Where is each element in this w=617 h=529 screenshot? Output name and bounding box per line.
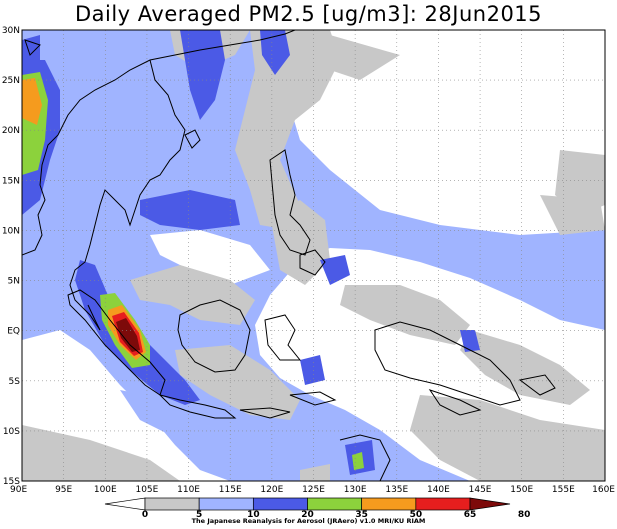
lon-label: 135E: [385, 485, 408, 495]
latitude-labels: 30N 25N 20N 15N 10N 5N EQ 5S 10S 15S: [2, 26, 20, 487]
lon-label: 140E: [427, 485, 450, 495]
lon-label: 105E: [135, 485, 158, 495]
lat-label: 15S: [3, 477, 20, 487]
colorbar-high-arrow: [469, 497, 511, 511]
lon-label: 100E: [94, 485, 117, 495]
lat-label: 30N: [2, 26, 20, 36]
lat-label: 5N: [8, 277, 20, 287]
colorbar-swatch: [361, 497, 417, 511]
band-5-10: [22, 30, 605, 481]
lat-label: 5S: [9, 377, 21, 387]
band-above-80: [116, 318, 140, 352]
plot-frame: [21, 29, 606, 482]
colorbar-swatch: [144, 497, 200, 511]
colorbar-swatch: [415, 497, 471, 511]
lon-label: 95E: [55, 485, 72, 495]
lon-label: 120E: [260, 485, 283, 495]
lon-label: 90E: [10, 485, 27, 495]
colorbar-tick-label: 65: [464, 510, 477, 520]
lon-label: 160E: [592, 485, 615, 495]
colorbar-tick-label: 50: [410, 510, 423, 520]
lon-label: 150E: [510, 485, 533, 495]
colorbar-swatch: [307, 497, 363, 511]
colorbar-swatch: [198, 497, 254, 511]
coastlines: [22, 30, 556, 481]
lon-label: 125E: [302, 485, 325, 495]
colorbar: [104, 497, 511, 511]
lat-label: 25N: [2, 76, 20, 86]
colorbar-tick-label: 80: [518, 510, 531, 520]
colorbar-swatch: [252, 497, 308, 511]
colorbar-tick-labels: 0 5 10 20 35 50 65 80: [142, 510, 531, 520]
colorbar-tick-label: 20: [301, 510, 314, 520]
lat-label: 20N: [2, 126, 20, 136]
lat-label: 15N: [2, 176, 20, 186]
longitude-labels: 90E 95E 100E 105E 110E 115E 120E 125E 130E 135E 14…: [10, 485, 615, 495]
lon-label: 115E: [219, 485, 242, 495]
lon-label: 155E: [552, 485, 575, 495]
colorbar-tick-label: 10: [247, 510, 260, 520]
credit-line: The Japanese Reanalysis for Aerosol (JRA…: [191, 517, 426, 525]
lat-label: 10S: [3, 427, 20, 437]
colorbar-tick-label: 35: [355, 510, 368, 520]
map-title: Daily Averaged PM2.5 [ug/m3]: 28Jun2015: [74, 2, 543, 26]
colorbar-tick-label: 5: [196, 510, 202, 520]
colorbar-low-arrow: [104, 497, 146, 511]
concentration-field: [22, 30, 605, 481]
lon-label: 130E: [344, 485, 367, 495]
lon-label: 110E: [177, 485, 200, 495]
lat-label: 10N: [2, 226, 20, 236]
lon-label: 145E: [469, 485, 492, 495]
lat-label: EQ: [7, 327, 20, 337]
colorbar-tick-label: 0: [142, 510, 148, 520]
